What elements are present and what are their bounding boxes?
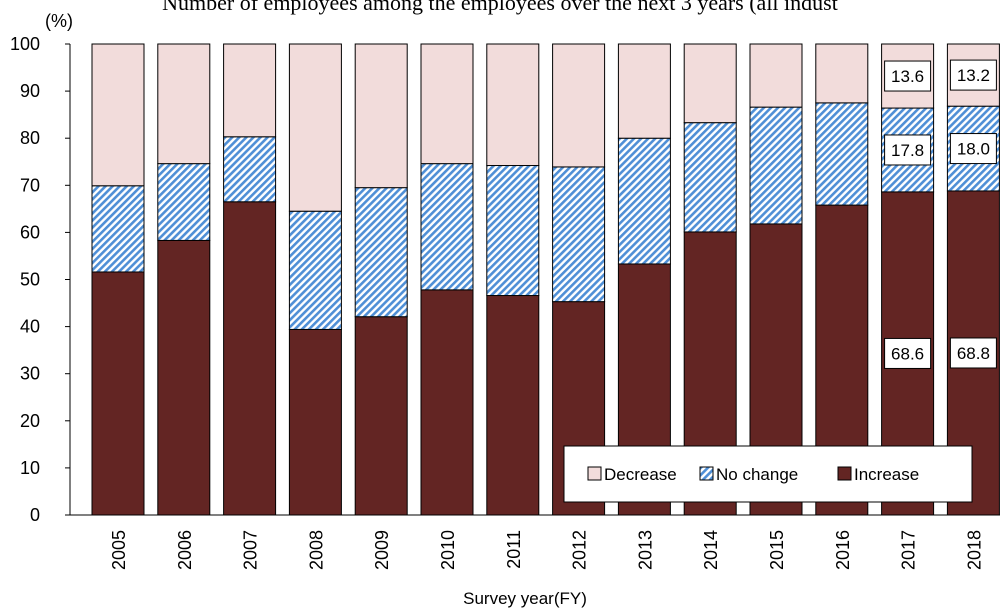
bar-increase-2008 (288, 328, 342, 516)
y-tick-label: 90 (20, 81, 40, 101)
bar-increase-2009 (354, 316, 408, 516)
legend-label-increase: Increase (854, 465, 919, 484)
bar-decrease-2005 (91, 43, 145, 187)
data-label-text: 18.0 (957, 140, 990, 159)
data-labels: 68.6 68.8 17.8 18.0 13.6 13.2 (884, 59, 997, 369)
bar-no-change-2011 (486, 165, 540, 297)
y-axis-unit: (%) (45, 11, 73, 31)
bar-no-change-2008 (288, 210, 342, 330)
y-tick-label: 20 (20, 411, 40, 431)
data-label: 13.2 (949, 59, 997, 91)
data-label-text: 13.6 (891, 67, 924, 86)
bar-increase-2010 (420, 289, 474, 516)
legend: Decrease No change Increase (563, 445, 973, 503)
bar-no-change-2006 (157, 163, 211, 241)
legend-swatch-decrease (587, 466, 602, 481)
y-tick-label: 60 (20, 222, 40, 242)
data-label-text: 68.6 (891, 344, 924, 363)
data-label: 17.8 (884, 134, 932, 166)
data-label-text: 17.8 (891, 141, 924, 160)
data-label-box (884, 337, 932, 369)
y-tick-label: 70 (20, 175, 40, 195)
legend-box (563, 445, 973, 503)
bar-no-change-2012 (552, 166, 606, 303)
x-tick-label: 2018 (964, 530, 984, 570)
bar-decrease-2006 (157, 43, 211, 165)
bar-increase-2007 (223, 201, 277, 516)
legend-label-decrease: Decrease (604, 465, 677, 484)
x-tick-label: 2010 (438, 530, 458, 570)
x-tick-label: 2011 (504, 530, 524, 569)
bar-decrease-2014 (683, 43, 737, 124)
chart-title: Number of employees among the employees … (162, 0, 838, 15)
x-tick-label: 2014 (701, 530, 721, 570)
bar-decrease-2008 (288, 43, 342, 212)
x-tick-label: 2012 (570, 530, 590, 570)
x-tick-label: 2013 (635, 530, 655, 570)
data-label: 68.6 (884, 337, 932, 369)
bars (91, 43, 1000, 516)
bar-no-change-2013 (617, 137, 671, 265)
bar-no-change-2009 (354, 187, 408, 318)
y-tick-label: 0 (30, 505, 40, 525)
bar-no-change-2015 (749, 106, 803, 225)
bar-decrease-2012 (552, 43, 606, 168)
x-tick-label: 2006 (175, 530, 195, 570)
data-label-box (949, 337, 997, 369)
tick-labels: 0 10 20 30 40 50 60 70 80 90 100 2005 2006 2007 2008 20… (10, 34, 984, 570)
bar-increase-2005 (91, 271, 145, 516)
bar-decrease-2013 (617, 43, 671, 139)
x-tick-label: 2009 (372, 530, 392, 570)
x-axis-label: Survey year(FY) (463, 589, 587, 608)
x-tick-label: 2007 (241, 530, 261, 570)
y-tick-label: 50 (20, 270, 40, 290)
bar-decrease-2009 (354, 43, 408, 189)
bar-no-change-2016 (815, 102, 869, 206)
data-label: 68.8 (949, 337, 997, 369)
y-tick-label: 10 (20, 458, 40, 478)
bar-increase-2006 (157, 239, 211, 516)
data-label-box (884, 60, 932, 92)
bar-decrease-2015 (749, 43, 803, 108)
bar-decrease-2007 (223, 43, 277, 138)
legend-swatch-no-change (699, 466, 714, 481)
bar-increase-2011 (486, 295, 540, 516)
x-tick-label: 2016 (833, 530, 853, 570)
bar-decrease-2011 (486, 43, 540, 167)
data-label-text: 68.8 (957, 344, 990, 363)
data-label-box (949, 59, 997, 91)
data-label-box (884, 134, 932, 166)
y-tick-label: 40 (20, 317, 40, 337)
x-tick-label: 2008 (306, 530, 326, 570)
y-tick-label: 30 (20, 364, 40, 384)
y-tick-label: 80 (20, 128, 40, 148)
x-tick-label: 2017 (899, 530, 919, 570)
data-label: 13.6 (884, 60, 932, 92)
bar-decrease-2010 (420, 43, 474, 165)
bar-no-change-2007 (223, 136, 277, 203)
bar-no-change-2010 (420, 163, 474, 291)
data-label-box (949, 133, 997, 165)
bar-decrease-2016 (815, 43, 869, 104)
bar-no-change-2014 (683, 122, 737, 233)
data-label: 18.0 (949, 133, 997, 165)
x-tick-label: 2005 (109, 530, 129, 570)
data-label-text: 13.2 (957, 66, 990, 85)
y-tick-label: 100 (10, 34, 40, 54)
legend-label-no-change: No change (716, 465, 798, 484)
bar-no-change-2005 (91, 185, 145, 273)
x-tick-label: 2015 (767, 530, 787, 570)
legend-swatch-increase (837, 466, 852, 481)
